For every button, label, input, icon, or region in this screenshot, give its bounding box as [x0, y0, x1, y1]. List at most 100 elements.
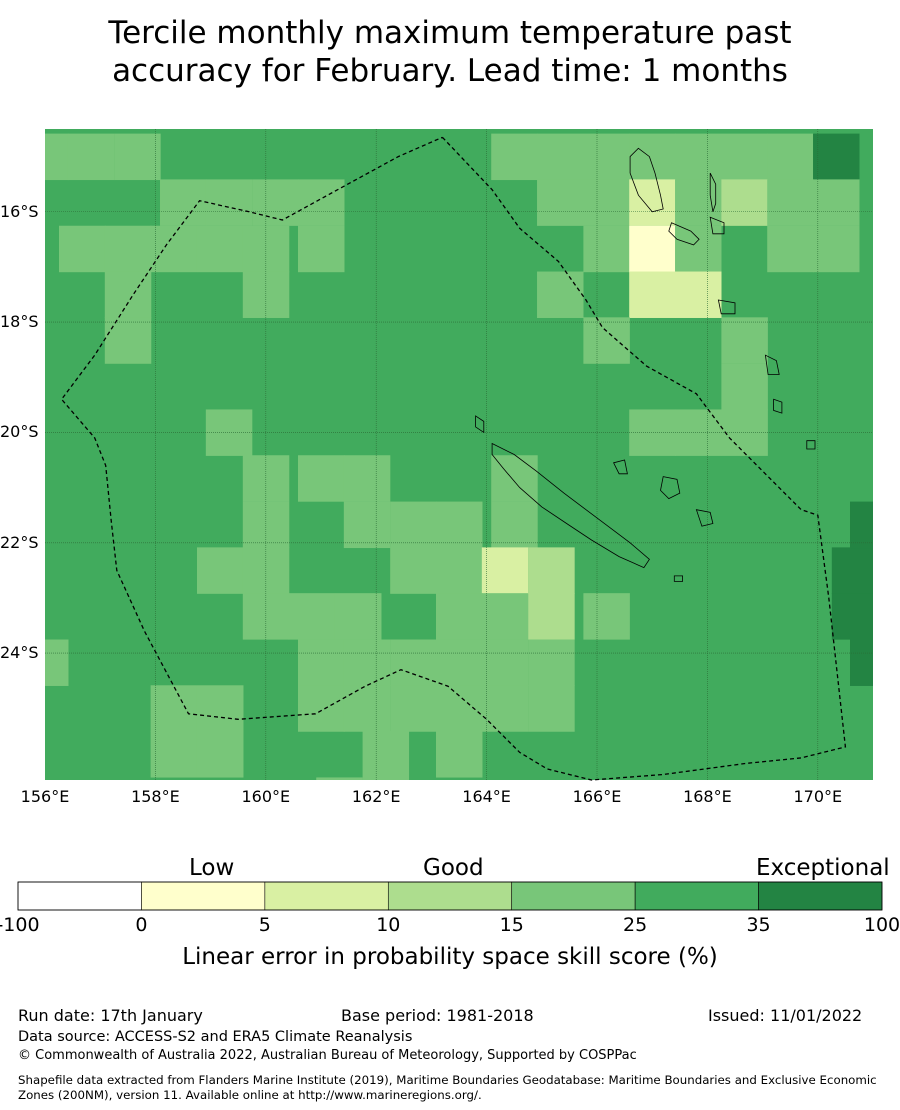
island-outline [773, 398, 783, 414]
colorbar-segment [264, 881, 389, 911]
shapefile-credit-2: Zones (200NM), version 11. Available onl… [18, 1088, 482, 1102]
grid-cell [583, 225, 630, 273]
colorbar-category-good: Good [423, 855, 484, 881]
colorbar [17, 881, 883, 911]
colorbar-tick-label: 100 [863, 914, 900, 936]
grid-cell [537, 133, 584, 181]
lon-tick-label: 156°E [20, 787, 70, 806]
lon-tick-label: 170°E [793, 787, 843, 806]
grid-cell [721, 317, 768, 364]
grid-cell [436, 685, 483, 732]
grid-cell [58, 225, 106, 273]
colorbar-category-exceptional: Exceptional [756, 855, 890, 881]
grid-cell [288, 593, 336, 640]
lat-tick-label: 18°S [0, 312, 39, 332]
island-outline [660, 476, 681, 500]
grid-cell [767, 133, 814, 181]
grid-cell [436, 547, 483, 594]
grid-cell [343, 685, 391, 732]
grid-cell [583, 317, 630, 364]
grid-cell [436, 593, 483, 640]
lon-tick-label: 158°E [131, 787, 180, 806]
grid-cell [104, 317, 152, 364]
colorbar-segment [387, 881, 513, 911]
grid-cell [813, 225, 860, 273]
grid-cell [390, 547, 437, 594]
grid-cell [242, 547, 290, 594]
grid-cell [298, 179, 345, 226]
eez-boundary [60, 136, 847, 781]
grid-cell [298, 639, 345, 686]
grid-cell [831, 547, 873, 594]
lat-tick-label: 20°S [0, 422, 39, 442]
grid-cell [390, 501, 437, 549]
island-outline [695, 509, 714, 527]
grid-cell [343, 639, 391, 686]
grid-cell [45, 133, 69, 181]
grid-cell [675, 271, 722, 318]
grid-cell [721, 133, 768, 181]
colorbar-tick-label: 35 [746, 914, 771, 936]
grid-cell [850, 501, 873, 549]
grid-cell [675, 133, 722, 181]
grid-cell [528, 639, 575, 686]
colorbar-frame [17, 881, 883, 911]
grid-cell [316, 777, 363, 780]
grid-cell [104, 225, 152, 273]
colorbar-title: Linear error in probability space skill … [182, 944, 718, 970]
colorbar-tick-label: 15 [499, 914, 524, 936]
grid-cell [104, 271, 152, 318]
page-title: Tercile monthly maximum temperature past… [108, 15, 792, 89]
lat-tick-label: 22°S [0, 532, 39, 552]
grid-cell [298, 455, 345, 502]
colorbar-segment [511, 881, 636, 911]
graticule [45, 129, 873, 780]
colorbar-segment [17, 881, 142, 911]
grid-cell [629, 225, 676, 273]
shapefile-credit-1: Shapefile data extracted from Flanders M… [18, 1073, 877, 1087]
grid-cell [114, 133, 161, 181]
grid-cell [481, 685, 529, 732]
grid-cell [436, 639, 483, 686]
grid-cell [813, 179, 860, 226]
island-outline [709, 216, 725, 235]
grid-cell [343, 455, 391, 502]
grid-cell [721, 363, 768, 411]
lat-tick-label: 24°S [0, 643, 39, 663]
grid-cell [675, 179, 722, 226]
grid-cell [481, 639, 529, 686]
island-outline [709, 172, 717, 212]
grid-cell [298, 225, 345, 273]
grid-cell [45, 639, 69, 686]
grid-cell [537, 179, 584, 226]
island-outline [717, 299, 736, 315]
grid-cell [767, 225, 814, 273]
skill-grid [45, 129, 873, 780]
grid-cell [721, 179, 768, 226]
grid-cell [528, 593, 575, 640]
lon-tick-label: 166°E [572, 787, 622, 806]
grid-cell [436, 731, 483, 778]
grid-cell [298, 685, 345, 732]
grid-cell [390, 639, 437, 686]
base-period: Base period: 1981-2018 [341, 1006, 534, 1025]
island-outline [673, 575, 683, 582]
grid-cell [583, 179, 630, 226]
grid-cell [528, 685, 575, 732]
colorbar-segment [141, 881, 266, 911]
grid-cell [150, 225, 198, 273]
grid-cell [196, 225, 244, 273]
copyright: © Commonwealth of Australia 2022, Austra… [18, 1048, 637, 1063]
grid-cell [205, 179, 253, 226]
grid-cell [629, 179, 676, 226]
grid-cell [629, 133, 676, 181]
grid-cell [150, 731, 198, 778]
grid-cell [583, 593, 630, 640]
grid-cell [583, 133, 630, 181]
grid-cell [491, 501, 538, 549]
lon-tick-label: 162°E [351, 787, 401, 806]
grid-cell [362, 777, 410, 780]
grid-cell [436, 501, 483, 549]
colorbar-tick-label: 5 [258, 914, 271, 936]
